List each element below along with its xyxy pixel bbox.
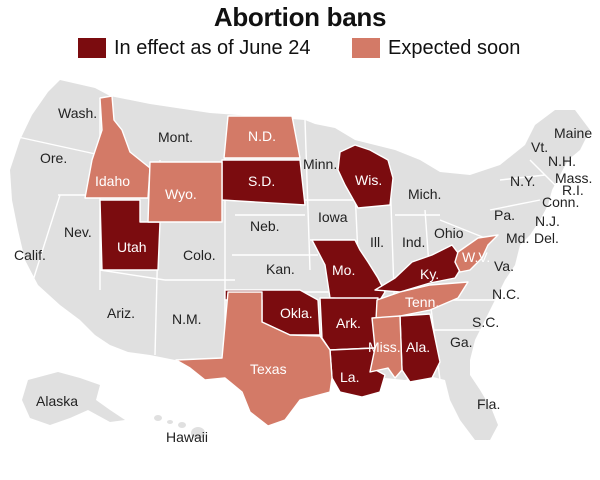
state-west-virginia[interactable] xyxy=(454,234,499,273)
label-la: La. xyxy=(340,369,359,385)
label-wash: Wash. xyxy=(58,105,97,121)
legend-label-in-effect: In effect as of June 24 xyxy=(114,37,311,59)
label-sd: S.D. xyxy=(248,173,275,189)
label-ariz: Ariz. xyxy=(107,305,135,321)
label-alaska: Alaska xyxy=(36,393,78,409)
label-ga: Ga. xyxy=(450,334,473,350)
label-neb: Neb. xyxy=(250,218,280,234)
label-mass: Mass. xyxy=(555,170,592,186)
label-wis: Wis. xyxy=(355,172,382,188)
label-texas: Texas xyxy=(250,361,287,377)
label-maine: Maine xyxy=(554,125,592,141)
state-north-dakota[interactable] xyxy=(223,115,301,159)
label-ark: Ark. xyxy=(336,315,361,331)
label-sc: S.C. xyxy=(472,314,499,330)
label-wv: W.V. xyxy=(462,249,490,265)
state-labels: Wash. Ore. Calif. Nev. Idaho Mont. Wyo. … xyxy=(14,105,592,445)
label-calif: Calif. xyxy=(14,247,46,263)
label-mo: Mo. xyxy=(332,262,355,278)
label-conn: Conn. xyxy=(542,194,579,210)
chart-title: Abortion bans xyxy=(213,2,387,32)
state-wyoming[interactable] xyxy=(147,161,223,223)
label-ill: Ill. xyxy=(370,234,384,250)
label-nm: N.M. xyxy=(172,311,202,327)
label-ala: Ala. xyxy=(406,339,430,355)
label-utah: Utah xyxy=(117,239,147,255)
label-fla: Fla. xyxy=(477,396,500,412)
label-va: Va. xyxy=(494,258,514,274)
label-pa: Pa. xyxy=(494,207,515,223)
legend-swatch-expected xyxy=(352,38,380,58)
label-iowa: Iowa xyxy=(318,209,348,225)
state-missouri[interactable] xyxy=(311,239,386,301)
label-nc: N.C. xyxy=(492,286,520,302)
label-minn: Minn. xyxy=(303,156,337,172)
label-de: Del. xyxy=(534,230,559,246)
label-wyo: Wyo. xyxy=(165,186,197,202)
state-texas[interactable] xyxy=(175,291,333,427)
state-mississippi[interactable] xyxy=(369,315,403,379)
label-ind: Ind. xyxy=(402,234,425,250)
label-nh: N.H. xyxy=(548,153,576,169)
label-nd: N.D. xyxy=(248,128,276,144)
label-ore: Ore. xyxy=(40,150,67,166)
label-mich: Mich. xyxy=(408,186,441,202)
label-nev: Nev. xyxy=(64,224,92,240)
label-ky: Ky. xyxy=(420,266,439,282)
label-hawaii: Hawaii xyxy=(166,429,208,445)
label-okla: Okla. xyxy=(280,305,313,321)
label-ohio: Ohio xyxy=(434,225,464,241)
label-kan: Kan. xyxy=(266,261,295,277)
label-vt: Vt. xyxy=(531,139,548,155)
label-mont: Mont. xyxy=(158,129,193,145)
label-colo: Colo. xyxy=(183,247,216,263)
state-wisconsin[interactable] xyxy=(337,144,394,209)
label-ri: R.I. xyxy=(562,182,584,198)
label-nj: N.J. xyxy=(535,213,560,229)
state-idaho[interactable] xyxy=(84,95,151,199)
label-miss: Miss. xyxy=(368,339,401,355)
label-idaho: Idaho xyxy=(95,173,130,189)
label-md: Md. xyxy=(506,230,529,246)
alaska-shape xyxy=(22,372,125,425)
legend-swatch-in-effect xyxy=(78,38,106,58)
legend: In effect as of June 24 Expected soon xyxy=(0,37,600,62)
hawaii-islands xyxy=(154,415,205,439)
label-ny: N.Y. xyxy=(510,173,535,189)
legend-label-expected: Expected soon xyxy=(388,37,521,59)
label-tenn: Tenn. xyxy=(405,294,439,310)
states-expected xyxy=(84,95,499,427)
